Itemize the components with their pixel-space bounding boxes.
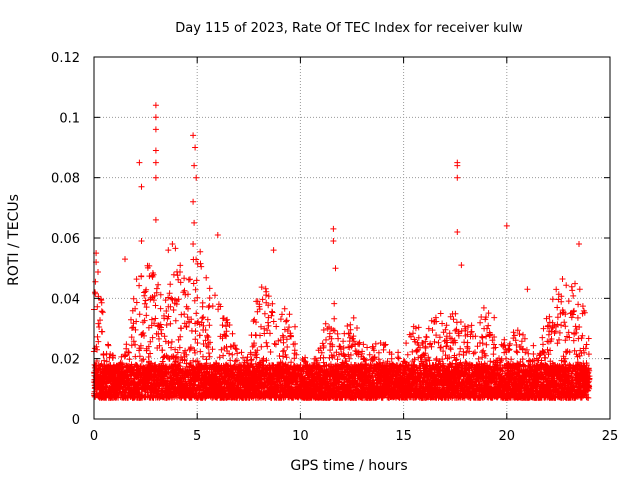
y-tick-label: 0.08 [51,172,80,187]
x-tick-label: 0 [90,429,98,444]
y-axis-label: ROTI / TECUs [6,194,22,286]
y-tick-label: 0 [72,413,80,428]
x-tick-label: 15 [395,429,412,444]
x-axis-label: GPS time / hours [290,458,407,474]
y-tick-label: 0.12 [51,51,80,66]
x-tick-label: 5 [193,429,201,444]
x-tick-label: 25 [602,429,619,444]
y-tick-label: 0.06 [51,232,80,247]
x-tick-label: 20 [499,429,516,444]
y-tick-label: 0.1 [59,111,80,126]
axis-ticks: 0 5 10 15 20 25 0 0.02 0.04 0.06 0.08 0.1 0.12 [51,51,618,444]
x-tick-label: 10 [292,429,309,444]
y-tick-label: 0.04 [51,292,80,307]
y-tick-label: 0.02 [51,353,80,368]
chart-title: Day 115 of 2023, Rate Of TEC Index for r… [175,21,523,36]
